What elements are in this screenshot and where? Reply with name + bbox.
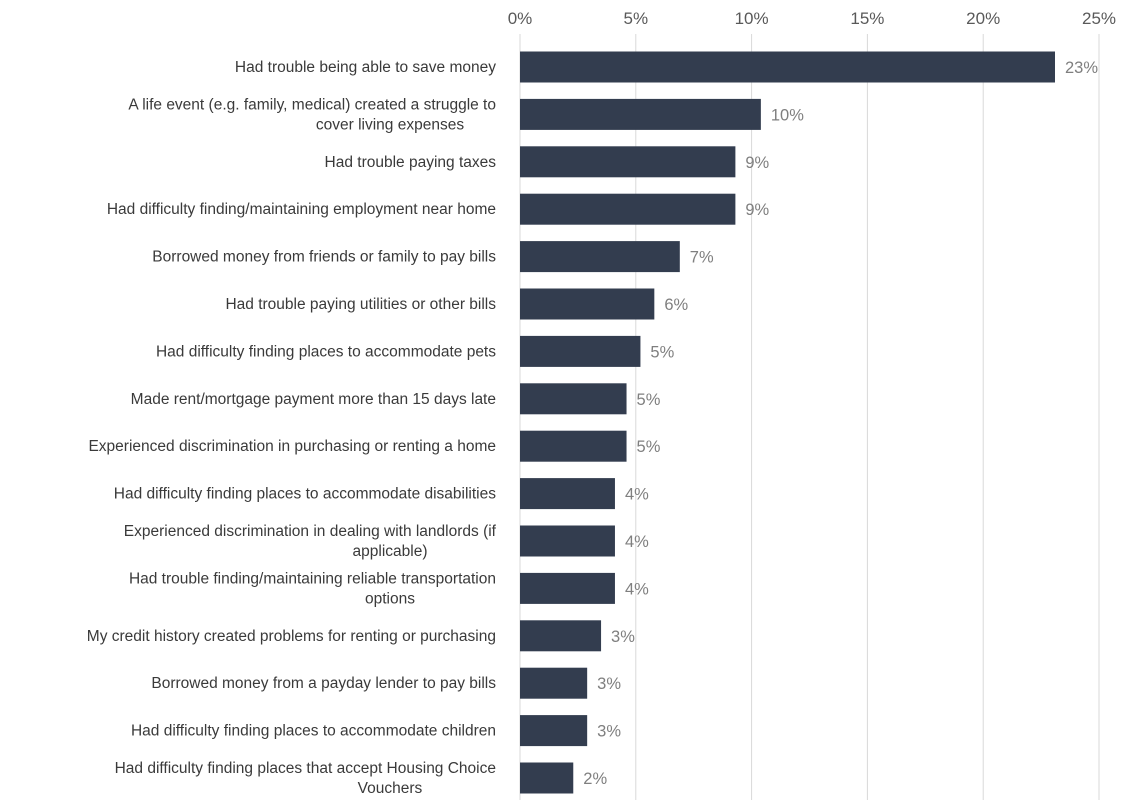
bar <box>520 525 615 557</box>
category-label: Had trouble paying taxes <box>325 154 497 171</box>
category-label: Had difficulty finding places that accep… <box>115 760 496 797</box>
bar <box>520 51 1055 83</box>
data-label: 9% <box>745 201 769 219</box>
data-label: 5% <box>650 343 674 361</box>
data-label: 4% <box>625 486 649 504</box>
data-label: 3% <box>597 723 621 741</box>
data-label: 10% <box>771 106 804 124</box>
category-label: Had difficulty finding places to accommo… <box>156 343 496 360</box>
category-label-line: cover living expenses <box>316 116 464 133</box>
data-label: 6% <box>664 296 688 314</box>
data-label: 3% <box>611 628 635 646</box>
bar <box>520 98 761 130</box>
category-label-line: A life event (e.g. family, medical) crea… <box>128 96 496 113</box>
category-label: Had trouble finding/maintaining reliable… <box>129 570 496 607</box>
bar <box>520 478 615 510</box>
bar <box>520 146 736 178</box>
category-labels: Had trouble being able to save money A li… <box>87 59 497 797</box>
data-label: 23% <box>1065 59 1098 77</box>
category-label: Had difficulty finding places to accommo… <box>114 486 496 503</box>
data-label: 3% <box>597 675 621 693</box>
tick-label: 25% <box>1082 9 1116 28</box>
category-label: Had trouble paying utilities or other bi… <box>225 296 496 313</box>
bar <box>520 241 680 273</box>
bar <box>520 383 627 415</box>
category-label: Had difficulty finding places to accommo… <box>131 723 496 740</box>
bar <box>520 715 588 747</box>
category-label-line: Vouchers <box>358 780 423 797</box>
category-label: A life event (e.g. family, medical) crea… <box>128 96 496 133</box>
category-label-line: Had difficulty finding places that accep… <box>115 760 496 777</box>
category-label: Borrowed money from a payday lender to p… <box>151 675 496 692</box>
tick-label: 10% <box>735 9 769 28</box>
tick-label: 0% <box>508 9 533 28</box>
bar <box>520 572 615 604</box>
bar <box>520 430 627 462</box>
bar <box>520 288 655 320</box>
data-label: 2% <box>583 770 607 788</box>
tick-label: 15% <box>850 9 884 28</box>
bar <box>520 667 588 699</box>
category-label: Experienced discrimination in purchasing… <box>88 438 496 455</box>
data-label: 9% <box>745 154 769 172</box>
category-label-line: Had trouble finding/maintaining reliable… <box>129 570 496 587</box>
bars <box>520 51 1055 794</box>
category-label: Had trouble being able to save money <box>235 59 496 76</box>
bar <box>520 762 574 794</box>
data-label: 4% <box>625 533 649 551</box>
category-label-line: options <box>365 590 415 607</box>
tick-label: 5% <box>624 9 649 28</box>
data-labels: 23% 10% 9% 9% 7% 6% 5% 5% 5% 4% 4% 4% 3% 3% 3% 2% <box>583 59 1098 788</box>
bar <box>520 620 602 652</box>
category-label: My credit history created problems for r… <box>87 628 496 645</box>
category-label: Had difficulty finding/maintaining emplo… <box>107 201 496 218</box>
category-label-line: applicable) <box>353 543 428 560</box>
data-label: 4% <box>625 580 649 598</box>
category-label: Borrowed money from friends or family to… <box>152 249 496 266</box>
bar <box>520 335 641 367</box>
data-label: 7% <box>690 249 714 267</box>
category-label: Experienced discrimination in dealing wi… <box>124 523 497 560</box>
tick-label: 20% <box>966 9 1000 28</box>
category-label-line: Experienced discrimination in dealing wi… <box>124 523 497 540</box>
category-label: Made rent/mortgage payment more than 15 … <box>131 391 496 408</box>
data-label: 5% <box>637 438 661 456</box>
x-axis-ticks: 0% 5% 10% 15% 20% 25% <box>508 9 1116 28</box>
bar <box>520 193 736 225</box>
data-label: 5% <box>637 391 661 409</box>
